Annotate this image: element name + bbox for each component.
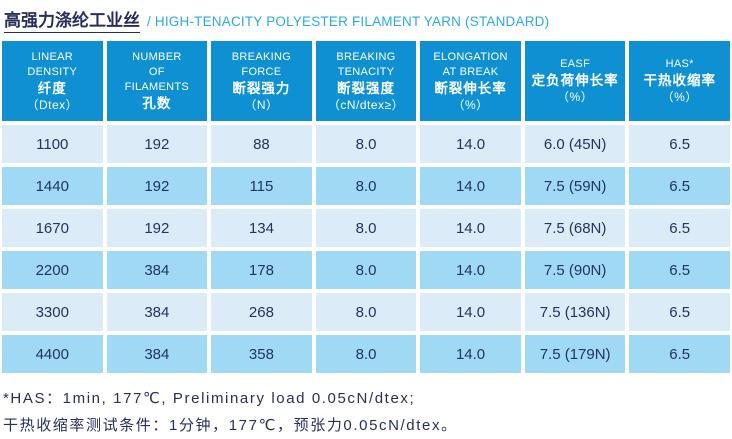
table-cell: 384	[106, 335, 208, 373]
table-cell: 6.5	[629, 293, 730, 331]
column-header-line: OF	[148, 66, 165, 78]
table-cell: 192	[106, 209, 208, 247]
table-cell: 7.5 (59N)	[524, 167, 626, 205]
page-title: 高强力涤纶工业丝 / HIGH-TENACITY POLYESTER FILAM…	[2, 5, 730, 41]
table-cell: 192	[106, 125, 208, 163]
column-header-line: DENSITY	[27, 65, 78, 78]
table-cell: 115	[211, 167, 312, 205]
column-header-line: NUMBER	[132, 51, 182, 63]
table-cell: 7.5 (179N)	[524, 335, 626, 373]
column-header: HAS* 干热收缩率 （%）	[629, 41, 730, 121]
table-cell: 8.0	[315, 125, 417, 163]
table-cell: 384	[106, 293, 208, 331]
table-cell: 8.0	[315, 251, 417, 289]
table-cell: 7.5 (68N)	[524, 209, 626, 247]
column-header-line: 孔数	[142, 96, 172, 111]
footnote-english: *HAS：1min, 177℃, Preliminary load 0.05cN…	[3, 390, 416, 407]
column-header: EASF 定负荷伸长率 （%）	[524, 41, 626, 121]
footnote-chinese: 干热收缩率测试条件：1分钟，177℃，预张力0.05cN/dtex。	[3, 417, 458, 434]
table-cell: 6.5	[629, 125, 730, 163]
table-cell: 88	[211, 125, 312, 163]
table-cell: 6.5	[629, 251, 730, 289]
column-header-line: EASF	[560, 58, 591, 70]
table-cell: 178	[211, 251, 312, 289]
column-header-line: （%）	[557, 90, 594, 104]
column-header-line: AT BREAK	[442, 65, 499, 78]
table-cell: 7.5 (90N)	[524, 251, 626, 289]
table-cell: 14.0	[420, 209, 521, 247]
column-header: BREAKING TENACITY 断裂强度 （cN/dtex≥）	[315, 41, 417, 121]
table-cell: 384	[106, 251, 208, 289]
table-cell: 268	[211, 293, 312, 331]
column-header-line: FILAMENTS	[124, 81, 190, 93]
column-header-line: BREAKING	[231, 50, 292, 63]
column-header: ELONGATION AT BREAK 断裂伸长率 （%）	[420, 41, 521, 121]
table-cell: 8.0	[315, 293, 417, 331]
footnotes: *HAS：1min, 177℃, Preliminary load 0.05cN…	[2, 385, 730, 439]
table-cell: 6.5	[629, 209, 730, 247]
page-title-english: / HIGH-TENACITY POLYESTER FILAMENT YARN …	[147, 14, 550, 29]
column-header-line: FORCE	[241, 65, 282, 78]
page-title-chinese: 高强力涤纶工业丝	[4, 6, 140, 33]
column-header: NUMBER OF FILAMENTS 孔数	[106, 41, 208, 121]
column-header: BREAKING FORCE 断裂强力 （N）	[211, 41, 312, 121]
table-cell: 192	[106, 167, 208, 205]
column-header-line: HAS*	[665, 58, 694, 70]
column-header-line: 断裂强度	[336, 80, 395, 96]
table-cell: 6.0 (45N)	[524, 125, 626, 163]
table-cell: 8.0	[315, 167, 417, 205]
column-header-line: 干热收缩率	[643, 73, 716, 88]
table-cell: 1100	[2, 125, 103, 163]
table-cell: 8.0	[315, 209, 417, 247]
column-header-line: 断裂强力	[232, 80, 291, 96]
table-cell: 14.0	[420, 167, 521, 205]
table-cell: 1670	[2, 209, 103, 247]
table-cell: 14.0	[420, 293, 521, 331]
table-cell: 134	[211, 209, 312, 247]
column-header-line: （cN/dtex≥）	[327, 97, 405, 112]
table-cell: 14.0	[420, 125, 521, 163]
column-header-line: TENACITY	[337, 65, 395, 78]
table-cell: 8.0	[315, 335, 417, 373]
table-cell: 7.5 (136N)	[524, 293, 626, 331]
table-cell: 14.0	[420, 251, 521, 289]
column-header-line: 定负荷伸长率	[531, 73, 619, 88]
table-body: 1100 192 88 8.0 14.0 6.0 (45N) 6.5 1440 192 115 8.…	[2, 125, 730, 373]
table-cell: 358	[211, 335, 312, 373]
table-cell: 3300	[2, 293, 103, 331]
column-header-line: BREAKING	[336, 50, 396, 63]
table-cell: 1440	[2, 167, 103, 205]
table-cell: 6.5	[629, 167, 730, 205]
spec-table: LINEAR DENSITY 纤度 （Dtex） NUMBER OF FILAMENTS 孔数…	[2, 41, 730, 373]
column-header-line: LINEAR	[31, 50, 74, 63]
table-cell: 6.5	[629, 335, 730, 373]
column-header-line: 纤度	[37, 80, 67, 96]
table-header-row: LINEAR DENSITY 纤度 （Dtex） NUMBER OF FILAMENTS 孔数…	[2, 41, 730, 121]
table-cell: 14.0	[420, 335, 521, 373]
table-cell: 2200	[2, 251, 103, 289]
column-header-line: 断裂伸长率	[434, 80, 507, 96]
table-cell: 4400	[2, 335, 103, 373]
column-header-line: ELONGATION	[433, 50, 508, 63]
column-header-line: （%）	[452, 97, 489, 112]
column-header-line: （Dtex）	[26, 97, 79, 112]
column-header-line: （N）	[244, 97, 279, 112]
column-header: LINEAR DENSITY 纤度 （Dtex）	[2, 41, 103, 121]
column-header-line: （%）	[661, 90, 698, 104]
